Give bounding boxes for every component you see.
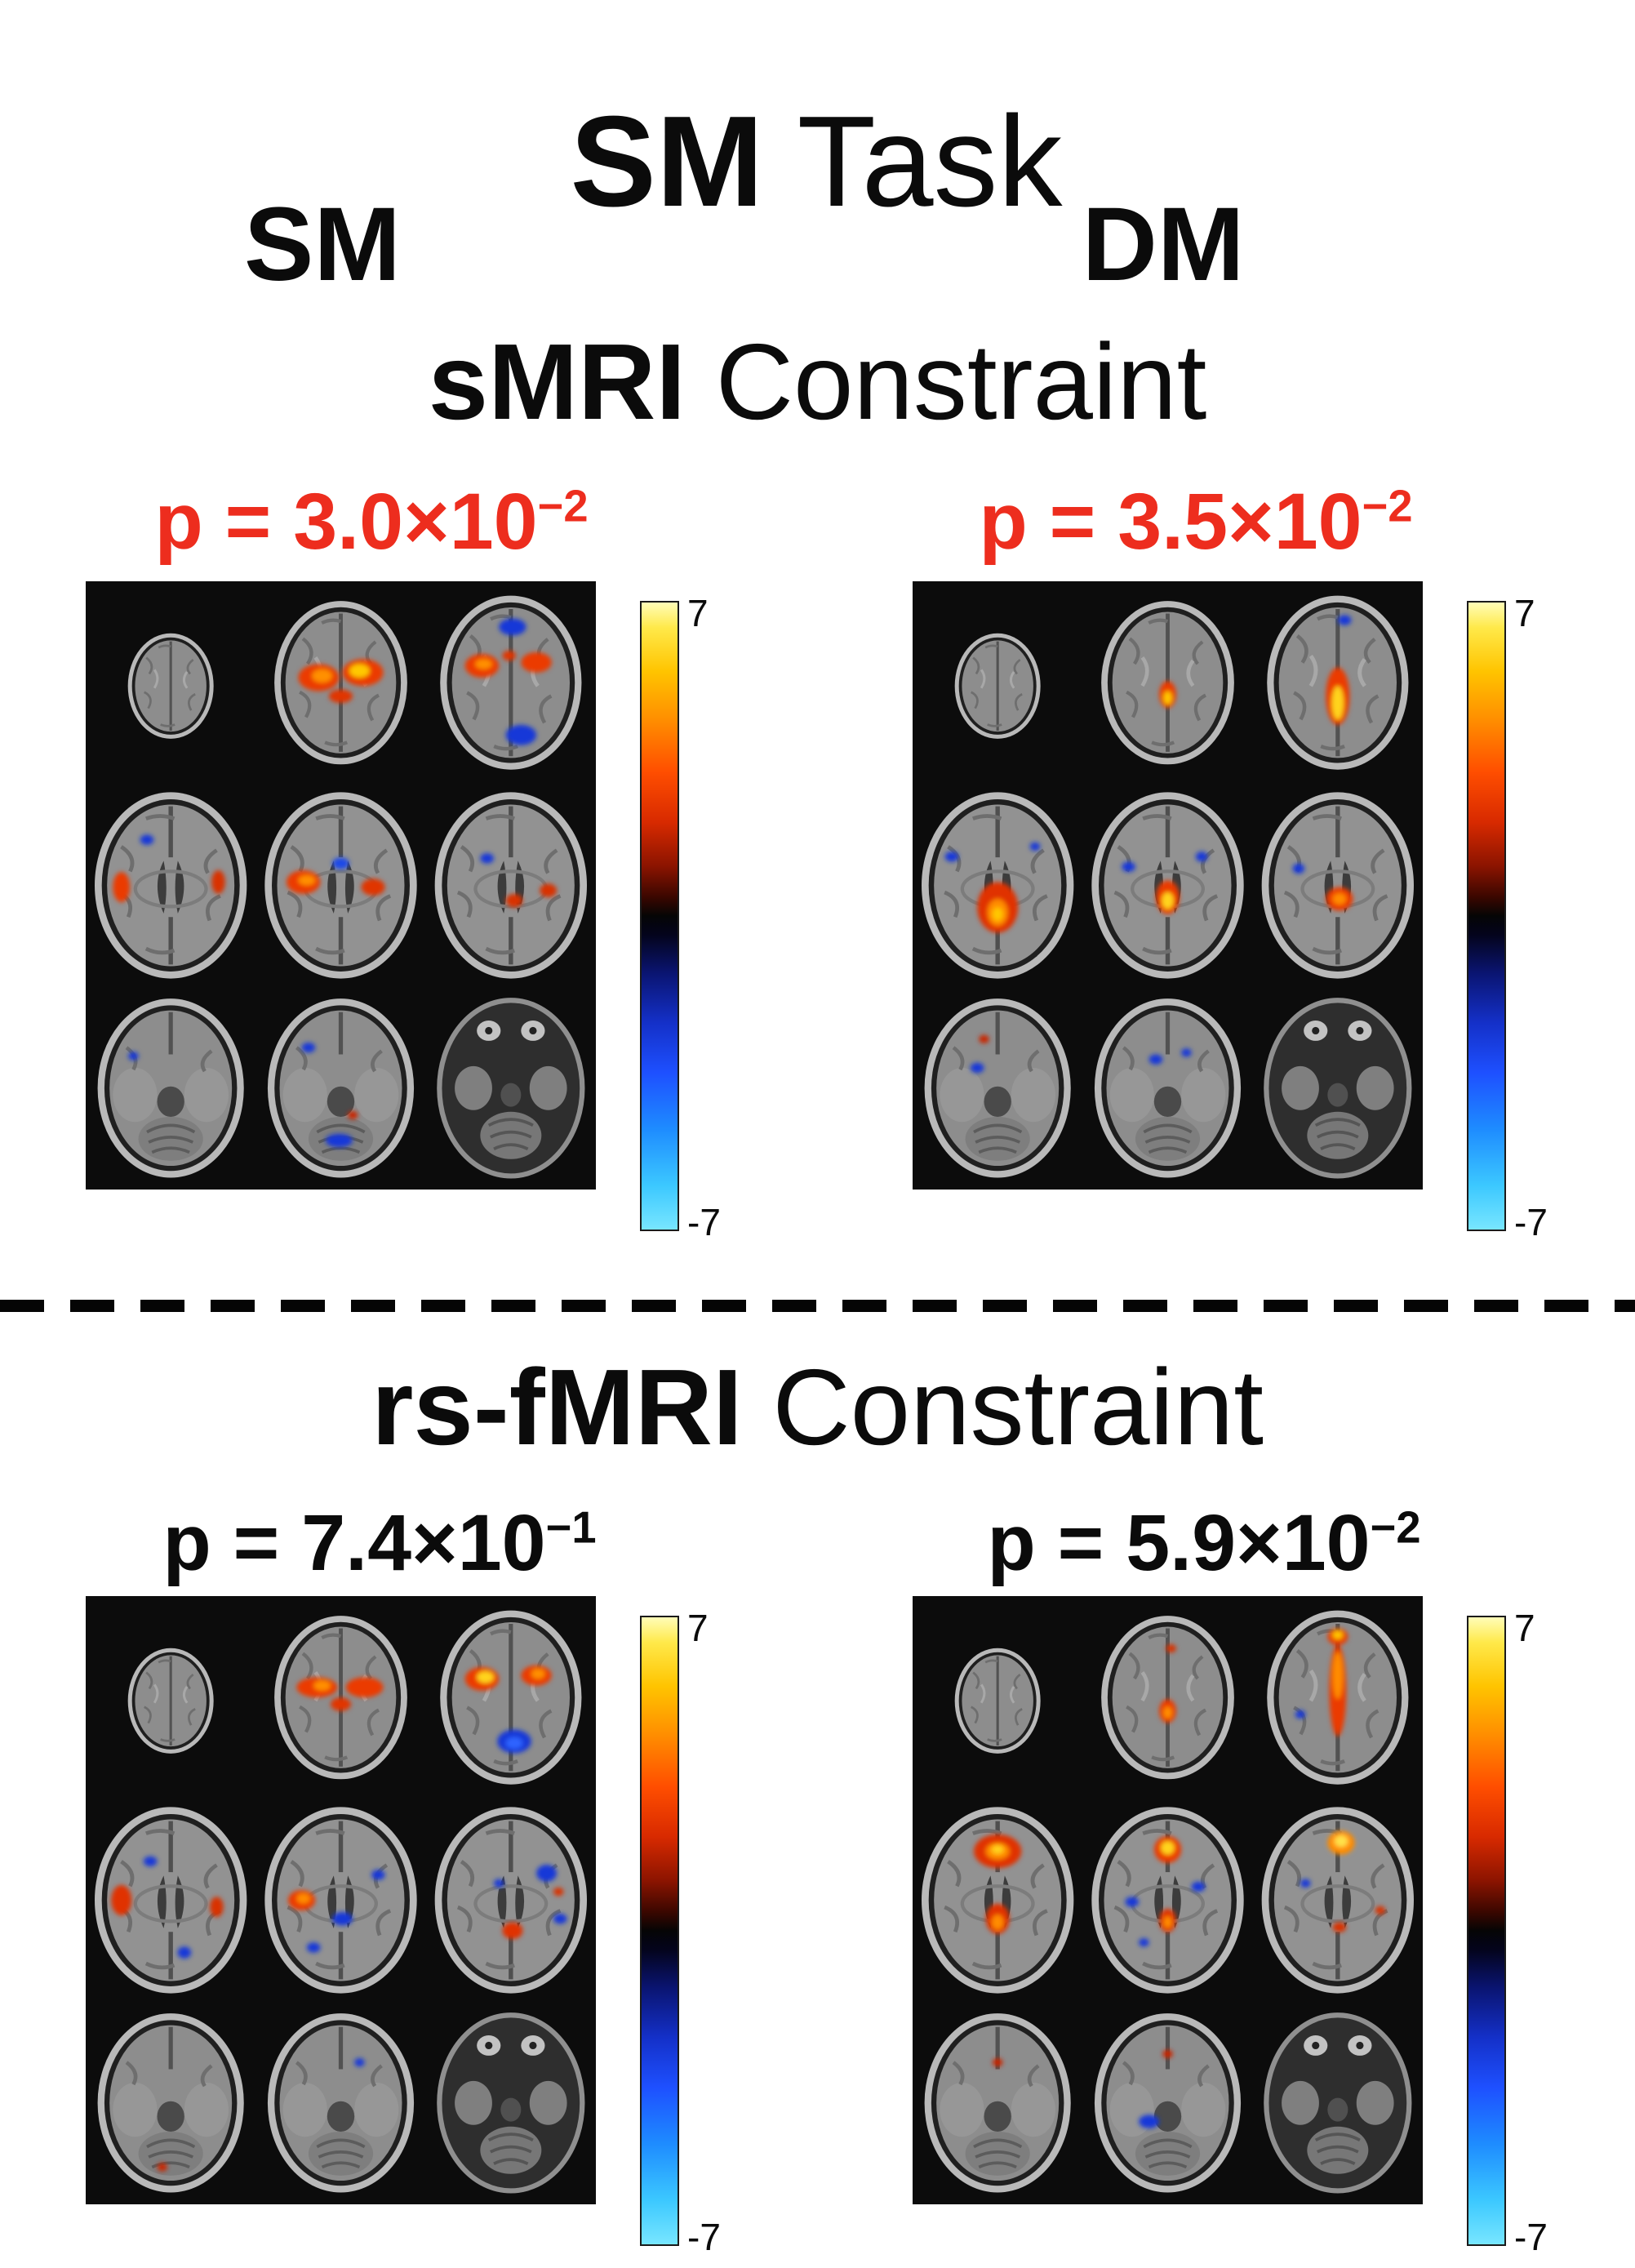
section-heading-smri: sMRI Constraint: [0, 320, 1635, 443]
positive-activation-blobs: [113, 650, 558, 1120]
p-value-base: p = 5.9×10: [987, 1498, 1371, 1587]
brain-montage-dm-rsfmri: [913, 1596, 1423, 2204]
p-value-dm-smri: p = 3.5×10−2: [914, 476, 1477, 567]
brain-montage-sm-rsfmri: [86, 1596, 596, 2204]
colorbar-sm-rsfmri: [640, 1616, 679, 2246]
colorbar-labels: 7 -7: [1514, 1609, 1548, 2256]
p-value-base: p = 7.4×10: [162, 1498, 546, 1587]
colorbar-max-label: 7: [687, 592, 709, 634]
p-value-base: p = 3.0×10: [154, 477, 538, 566]
figure-title-bold: SM: [570, 89, 764, 233]
section-heading-rsfmri-rest: Constraint: [742, 1347, 1264, 1467]
section-heading-smri-bold: sMRI: [428, 322, 686, 442]
p-value-exponent: −2: [537, 481, 589, 531]
p-value-sm-smri: p = 3.0×10−2: [90, 476, 653, 567]
colorbar-assembly-sm-smri: 7 -7: [640, 594, 721, 1241]
panel-sm-rsfmri: 7 -7: [86, 1596, 721, 2256]
colorbar-assembly-dm-smri: 7 -7: [1467, 594, 1548, 1241]
colorbar-min-label: -7: [1514, 2216, 1548, 2258]
figure-title-rest: Task: [763, 89, 1063, 233]
p-value-exponent: −2: [1362, 481, 1413, 531]
colorbar-max-label: 7: [1514, 592, 1535, 634]
colorbar-dm-smri: [1467, 601, 1506, 1231]
positive-activation-blobs: [111, 1665, 564, 2172]
colorbar-min-label: -7: [687, 1201, 721, 1243]
colorbar-max-label: 7: [687, 1607, 709, 1649]
p-value-dm-rsfmri: p = 5.9×10−2: [922, 1497, 1486, 1589]
panel-dm-rsfmri: 7 -7: [913, 1596, 1548, 2256]
colorbar-dm-rsfmri: [1467, 1616, 1506, 2246]
negative-activation-blobs: [143, 1729, 567, 2067]
brain-montage-sm-smri: [86, 581, 596, 1190]
column-header-dm: DM: [1082, 186, 1245, 303]
panel-dm-smri: 7 -7: [913, 581, 1548, 1241]
colorbar-labels: 7 -7: [1514, 594, 1548, 1241]
colorbar-min-label: -7: [687, 2216, 721, 2258]
panel-sm-smri: 7 -7: [86, 581, 721, 1241]
negative-activation-blobs: [944, 615, 1352, 1074]
p-value-base: p = 3.5×10: [979, 477, 1362, 566]
section-heading-rsfmri-bold: rs-fMRI: [371, 1347, 743, 1467]
figure-title: SM Task: [49, 88, 1584, 236]
column-header-sm: SM: [244, 186, 401, 303]
colorbar-min-label: -7: [1514, 1201, 1548, 1243]
positive-activation-blobs: [977, 667, 1353, 1043]
brain-montage-dm-smri: [913, 581, 1423, 1190]
section-heading-rsfmri: rs-fMRI Constraint: [0, 1345, 1635, 1469]
section-heading-smri-rest: Constraint: [686, 322, 1207, 442]
colorbar-labels: 7 -7: [687, 594, 721, 1241]
p-value-sm-rsfmri: p = 7.4×10−1: [98, 1497, 661, 1589]
p-value-exponent: −2: [1370, 1502, 1421, 1553]
negative-activation-blobs: [128, 618, 537, 1148]
positive-activation-blobs: [974, 1628, 1386, 2067]
colorbar-sm-smri: [640, 601, 679, 1231]
colorbar-labels: 7 -7: [687, 1609, 721, 2256]
p-value-exponent: −1: [545, 1502, 597, 1553]
colorbar-max-label: 7: [1514, 1607, 1535, 1649]
colorbar-assembly-sm-rsfmri: 7 -7: [640, 1609, 721, 2256]
section-divider-dashed-line: [0, 1300, 1635, 1312]
negative-activation-blobs: [1125, 1710, 1311, 2128]
colorbar-assembly-dm-rsfmri: 7 -7: [1467, 1609, 1548, 2256]
